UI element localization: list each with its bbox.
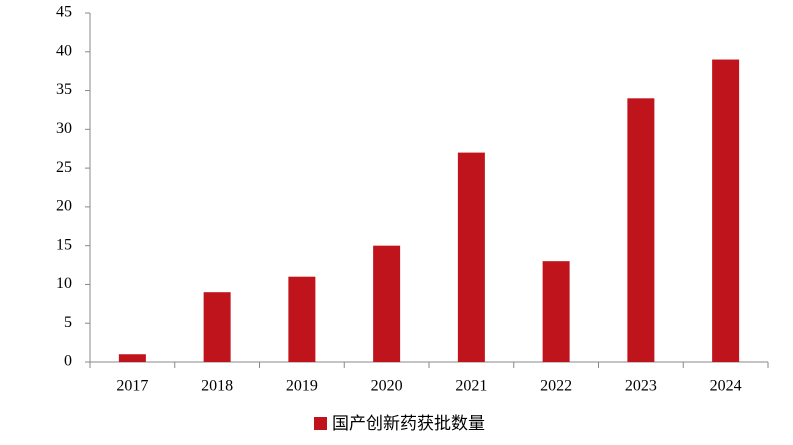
x-tick-label: 2020 xyxy=(371,378,403,395)
y-tick-label: 10 xyxy=(56,275,72,292)
bar xyxy=(118,354,146,362)
x-tick-label: 2024 xyxy=(710,378,742,395)
bar xyxy=(712,59,740,363)
bar xyxy=(627,98,655,363)
y-tick-label: 0 xyxy=(64,353,72,370)
y-tick-label: 15 xyxy=(56,236,72,253)
bar xyxy=(457,152,485,362)
y-tick-label: 5 xyxy=(64,314,72,331)
x-tick-label: 2021 xyxy=(455,378,487,395)
x-tick-label: 2018 xyxy=(201,378,233,395)
y-tick-label: 30 xyxy=(56,120,72,137)
x-tick-label: 2017 xyxy=(116,378,148,395)
y-tick-label: 40 xyxy=(56,42,72,59)
bar xyxy=(203,292,231,362)
legend-label: 国产创新药获批数量 xyxy=(332,414,485,434)
y-tick-label: 35 xyxy=(56,81,72,98)
y-tick-label: 25 xyxy=(56,159,72,176)
y-tick-label: 20 xyxy=(56,198,72,215)
x-tick-label: 2023 xyxy=(625,378,657,395)
legend-swatch xyxy=(314,417,327,430)
x-tick-label: 2022 xyxy=(540,378,572,395)
bar xyxy=(373,245,401,362)
x-tick-label: 2019 xyxy=(286,378,318,395)
bar xyxy=(288,276,316,362)
bar xyxy=(542,261,570,362)
y-tick-label: 45 xyxy=(56,4,72,21)
